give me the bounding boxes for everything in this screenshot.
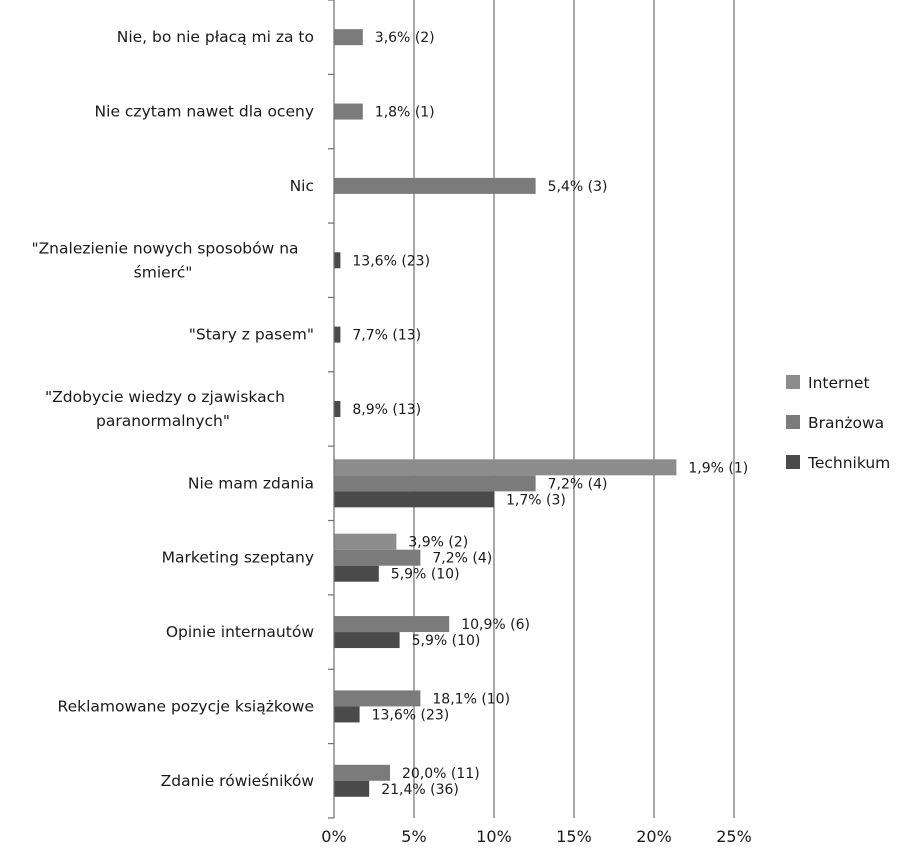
data-label: 13,6% (23) xyxy=(352,253,430,269)
bar-technikum xyxy=(334,780,370,797)
category-label: Reklamowane pozycje książkowe xyxy=(58,697,314,715)
legend-swatch-internet xyxy=(786,375,800,389)
bar-branzowa xyxy=(334,616,450,633)
x-tick-label: 20% xyxy=(636,827,672,846)
bar-branzowa xyxy=(334,549,421,566)
legend-label-technikum: Technikum xyxy=(807,454,890,472)
category-label: Nie, bo nie płacą mi za to xyxy=(117,28,314,46)
category-label: "Znalezienie nowych sposobów na xyxy=(31,239,298,257)
category-label: Nie mam zdania xyxy=(188,474,314,492)
legend: Internet Branżowa Technikum xyxy=(786,374,890,472)
bar-branzowa xyxy=(334,29,363,46)
bar-branzowa xyxy=(334,475,536,492)
legend-label-branzowa: Branżowa xyxy=(808,414,884,432)
category-label: paranormalnych" xyxy=(96,412,230,430)
x-tick-label: 0% xyxy=(321,827,346,846)
x-tick-label: 15% xyxy=(556,827,592,846)
bar-branzowa xyxy=(334,177,536,194)
data-label: 5,4% (3) xyxy=(548,179,608,195)
bar-technikum xyxy=(334,400,341,417)
bar-technikum xyxy=(334,565,379,582)
bar-technikum xyxy=(334,706,360,723)
data-label: 21,4% (36) xyxy=(381,782,459,798)
bar-branzowa xyxy=(334,690,421,707)
legend-swatch-branzowa xyxy=(786,415,800,429)
data-label: 7,2% (4) xyxy=(548,476,608,492)
bar-technikum xyxy=(334,632,400,649)
data-label: 13,6% (23) xyxy=(372,707,450,723)
axes-group xyxy=(328,0,335,819)
gridlines xyxy=(413,0,735,818)
data-label: 8,9% (13) xyxy=(352,402,421,418)
data-label: 10,9% (6) xyxy=(461,617,530,633)
data-label: 18,1% (10) xyxy=(432,691,510,707)
data-label: 20,0% (11) xyxy=(402,766,480,782)
data-label: 3,6% (2) xyxy=(375,30,435,46)
category-label: Opinie internautów xyxy=(166,623,314,641)
bars-group xyxy=(334,29,677,797)
labels-group: 0% 5% 10% 15% 20% 25% Nie, bo nie płacą mi za … xyxy=(31,28,751,846)
x-tick-label: 10% xyxy=(476,827,512,846)
bar-branzowa xyxy=(334,103,363,120)
data-label: 7,7% (13) xyxy=(352,328,421,344)
data-label: 3,9% (2) xyxy=(408,535,468,551)
category-label: "Zdobycie wiedzy o zjawiskach xyxy=(45,388,285,406)
data-label: 7,2% (4) xyxy=(432,551,492,567)
bar-internet xyxy=(334,533,397,550)
bar-technikum xyxy=(334,252,341,269)
bar-technikum xyxy=(334,326,341,343)
data-label: 5,9% (10) xyxy=(412,633,481,649)
category-label: Marketing szeptany xyxy=(162,549,314,567)
category-label: Zdanie rówieśników xyxy=(161,772,315,790)
data-label: 1,7% (3) xyxy=(506,492,566,508)
bar-internet xyxy=(334,459,677,476)
data-label: 1,8% (1) xyxy=(375,105,435,121)
data-label: 5,9% (10) xyxy=(391,567,460,583)
bar-branzowa xyxy=(334,764,390,781)
category-label: Nie czytam nawet dla oceny xyxy=(95,103,314,121)
data-label: 1,9% (1) xyxy=(688,460,748,476)
category-label: Nic xyxy=(290,177,314,195)
category-label: śmierć" xyxy=(134,263,193,281)
legend-swatch-technikum xyxy=(786,455,800,469)
x-tick-label: 25% xyxy=(716,827,752,846)
legend-label-internet: Internet xyxy=(808,374,870,392)
category-label: "Stary z pasem" xyxy=(189,326,314,344)
x-tick-label: 5% xyxy=(401,827,426,846)
bar-technikum xyxy=(334,491,494,508)
